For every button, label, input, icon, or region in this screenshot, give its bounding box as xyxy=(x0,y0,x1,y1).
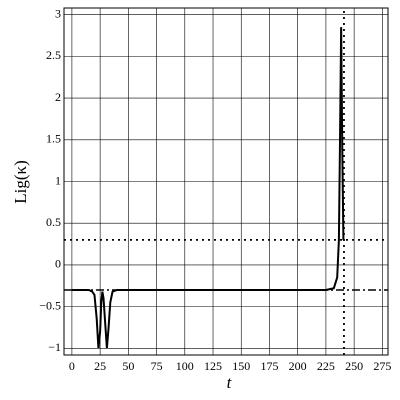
x-tick-label: 200 xyxy=(289,359,307,373)
x-tick-label: 175 xyxy=(260,359,278,373)
x-tick-label: 225 xyxy=(317,359,335,373)
x-tick-label: 50 xyxy=(122,359,134,373)
x-tick-label: 25 xyxy=(94,359,106,373)
y-tick-label: 0 xyxy=(55,257,61,271)
x-tick-label: 100 xyxy=(176,359,194,373)
x-axis-label: t xyxy=(227,373,233,392)
y-axis-label: Lig(κ) xyxy=(11,160,30,204)
x-tick-label: 250 xyxy=(345,359,363,373)
x-tick-label: 75 xyxy=(151,359,163,373)
x-tick-label: 150 xyxy=(232,359,250,373)
y-tick-label: 3 xyxy=(55,6,61,20)
line-series xyxy=(71,27,345,349)
plot-frame xyxy=(63,7,389,356)
x-tick-label: 275 xyxy=(373,359,391,373)
x-tick-label: 125 xyxy=(204,359,222,373)
x-tick-label: 0 xyxy=(69,359,75,373)
y-tick-label: 2 xyxy=(55,90,61,104)
y-tick-label: 2.5 xyxy=(46,48,61,62)
y-tick-label: 0.5 xyxy=(46,215,61,229)
y-tick-label: −1 xyxy=(48,340,61,354)
y-tick-label: 1 xyxy=(55,173,61,187)
y-tick-label: −0.5 xyxy=(39,298,61,312)
y-tick-label: 1.5 xyxy=(46,132,61,146)
